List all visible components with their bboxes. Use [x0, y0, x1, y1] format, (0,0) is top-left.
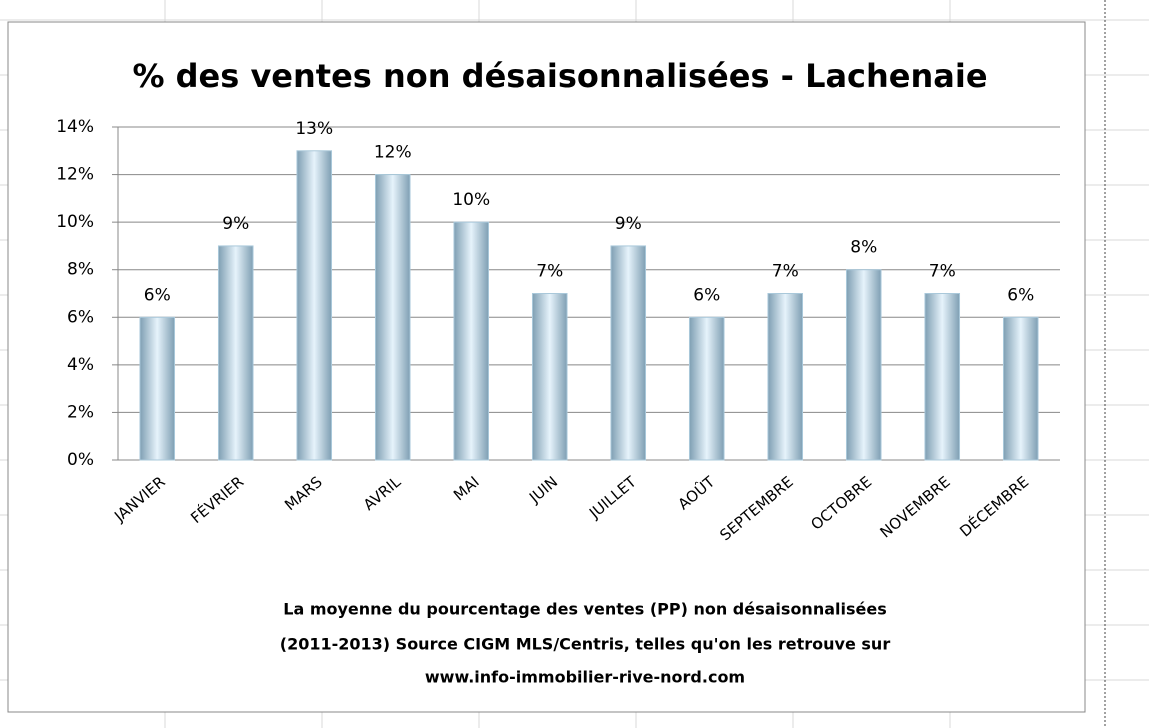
bar — [374, 174, 411, 461]
data-label: 10% — [452, 190, 490, 210]
data-label: 9% — [222, 214, 249, 234]
data-label: 7% — [929, 262, 956, 282]
bar — [453, 221, 490, 461]
y-tick-label: 2% — [67, 402, 94, 422]
caption-line: www.info-immobilier-rive-nord.com — [425, 668, 745, 687]
y-tick-label: 6% — [67, 307, 94, 327]
data-label: 6% — [144, 285, 171, 305]
data-label: 8% — [850, 238, 877, 258]
y-tick-label: 12% — [56, 165, 94, 185]
data-label: 12% — [374, 143, 412, 163]
y-tick-label: 0% — [67, 450, 94, 470]
caption-line: (2011-2013) Source CIGM MLS/Centris, tel… — [280, 635, 891, 654]
data-label: 7% — [772, 262, 799, 282]
data-label: 6% — [1007, 285, 1034, 305]
y-tick-label: 10% — [56, 212, 94, 232]
bar — [688, 316, 725, 461]
bar — [924, 293, 961, 461]
bar — [217, 245, 254, 461]
data-label: 6% — [693, 285, 720, 305]
y-tick-label: 8% — [67, 260, 94, 280]
bar — [296, 150, 333, 461]
chart-title: % des ventes non désaisonnalisées - Lach… — [132, 57, 987, 95]
bar — [139, 316, 176, 461]
bar — [845, 269, 882, 461]
data-label: 9% — [615, 214, 642, 234]
data-label: 7% — [536, 262, 563, 282]
y-tick-label: 4% — [67, 355, 94, 375]
bar — [531, 293, 568, 461]
bar — [610, 245, 647, 461]
bar — [1002, 316, 1039, 461]
caption-line: La moyenne du pourcentage des ventes (PP… — [283, 600, 886, 619]
data-label: 13% — [295, 119, 333, 139]
bar — [767, 293, 804, 461]
y-tick-label: 14% — [56, 117, 94, 137]
